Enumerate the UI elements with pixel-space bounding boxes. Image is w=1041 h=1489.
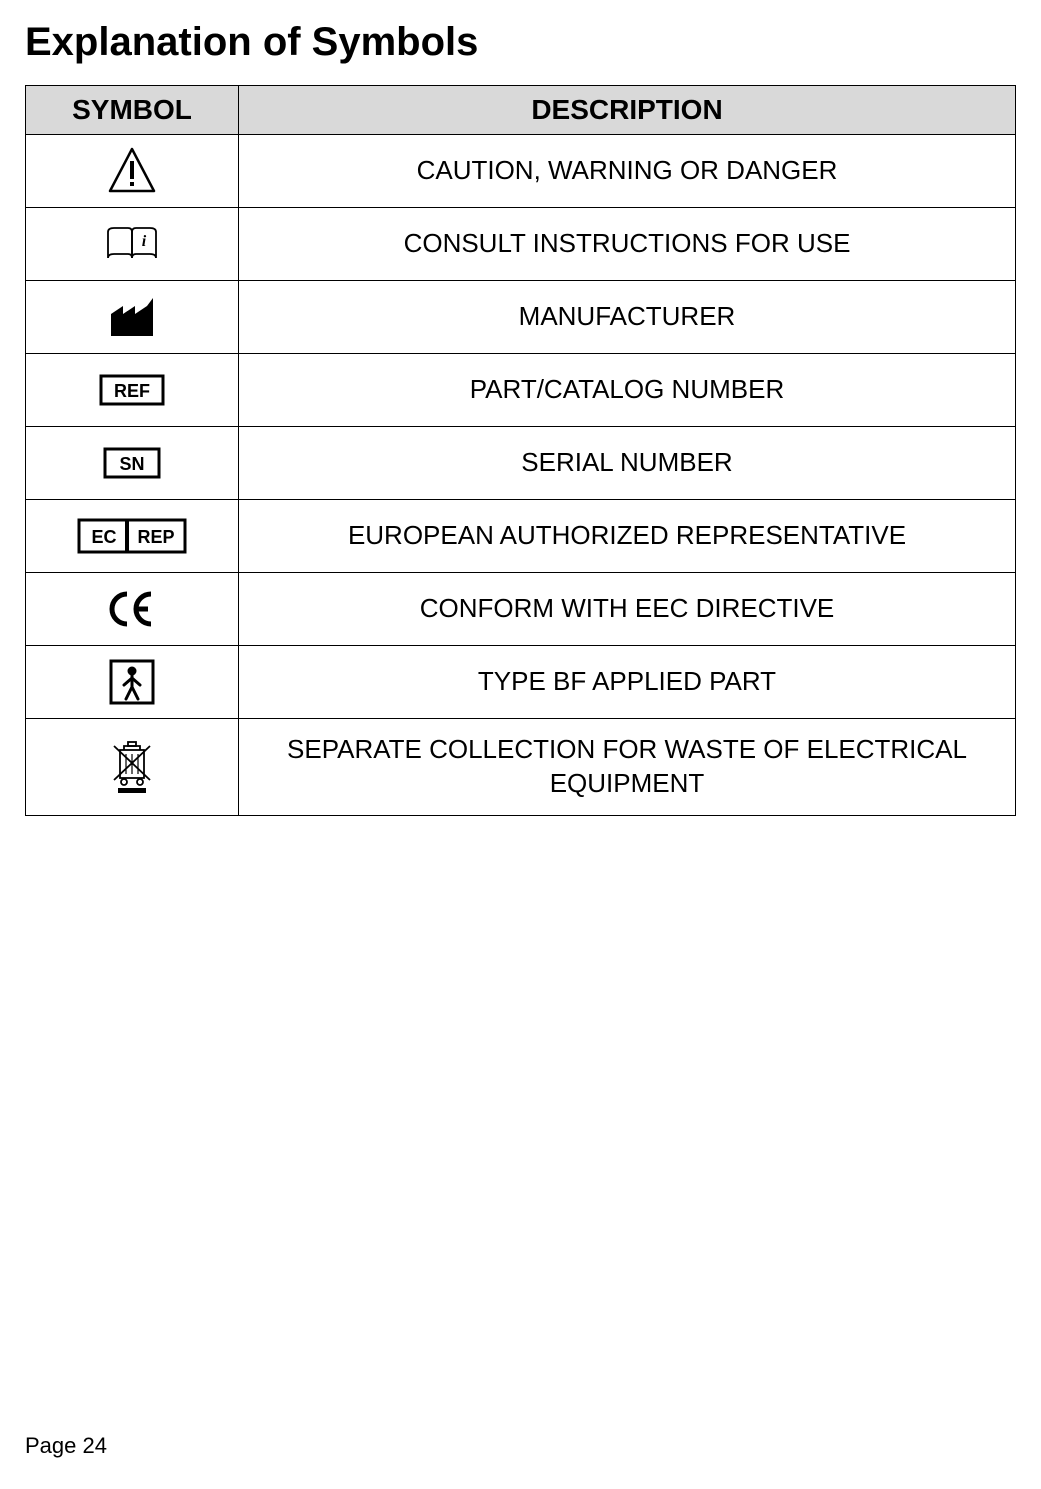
desc-sn: SERIAL NUMBER bbox=[239, 427, 1016, 500]
symbol-ref: REF bbox=[26, 354, 239, 427]
table-row: TYPE BF APPLIED PART bbox=[26, 646, 1016, 719]
desc-ref: PART/CATALOG NUMBER bbox=[239, 354, 1016, 427]
consult-icon: i bbox=[102, 224, 162, 264]
bf-icon bbox=[109, 659, 155, 705]
desc-ce: CONFORM WITH EEC DIRECTIVE bbox=[239, 573, 1016, 646]
symbol-caution bbox=[26, 135, 239, 208]
table-row: i CONSULT INSTRUCTIONS FOR USE bbox=[26, 208, 1016, 281]
ce-icon bbox=[107, 590, 157, 628]
caution-icon bbox=[107, 147, 157, 195]
svg-text:REP: REP bbox=[137, 527, 174, 547]
desc-bf: TYPE BF APPLIED PART bbox=[239, 646, 1016, 719]
symbol-ecrep: EC REP bbox=[26, 500, 239, 573]
symbols-table: SYMBOL DESCRIPTION CAUTION, WARNING OR D… bbox=[25, 85, 1016, 816]
svg-text:SN: SN bbox=[119, 454, 144, 474]
symbol-manufacturer bbox=[26, 281, 239, 354]
page-number: Page 24 bbox=[25, 1433, 107, 1459]
table-row: CONFORM WITH EEC DIRECTIVE bbox=[26, 573, 1016, 646]
desc-consult: CONSULT INSTRUCTIONS FOR USE bbox=[239, 208, 1016, 281]
svg-text:EC: EC bbox=[91, 527, 116, 547]
weee-icon bbox=[108, 740, 156, 794]
ref-icon: REF bbox=[99, 374, 165, 406]
ecrep-icon: EC REP bbox=[77, 518, 187, 554]
table-row: REF PART/CATALOG NUMBER bbox=[26, 354, 1016, 427]
desc-caution: CAUTION, WARNING OR DANGER bbox=[239, 135, 1016, 208]
svg-text:REF: REF bbox=[114, 381, 150, 401]
symbol-ce bbox=[26, 573, 239, 646]
symbol-weee bbox=[26, 719, 239, 816]
desc-ecrep: EUROPEAN AUTHORIZED REPRESENTATIVE bbox=[239, 500, 1016, 573]
table-row: EC REP EUROPEAN AUTHORIZED REPRESENTATIV… bbox=[26, 500, 1016, 573]
symbol-bf bbox=[26, 646, 239, 719]
sn-icon: SN bbox=[103, 447, 161, 479]
manufacturer-icon bbox=[107, 296, 157, 338]
symbol-consult: i bbox=[26, 208, 239, 281]
page-title: Explanation of Symbols bbox=[25, 20, 1016, 65]
symbol-sn: SN bbox=[26, 427, 239, 500]
table-row: CAUTION, WARNING OR DANGER bbox=[26, 135, 1016, 208]
table-row: MANUFACTURER bbox=[26, 281, 1016, 354]
desc-manufacturer: MANUFACTURER bbox=[239, 281, 1016, 354]
header-symbol: SYMBOL bbox=[26, 86, 239, 135]
table-row: SEPARATE COLLECTION FOR WASTE OF ELECTRI… bbox=[26, 719, 1016, 816]
table-row: SN SERIAL NUMBER bbox=[26, 427, 1016, 500]
header-description: DESCRIPTION bbox=[239, 86, 1016, 135]
svg-text:i: i bbox=[142, 233, 147, 250]
desc-weee: SEPARATE COLLECTION FOR WASTE OF ELECTRI… bbox=[239, 719, 1016, 816]
